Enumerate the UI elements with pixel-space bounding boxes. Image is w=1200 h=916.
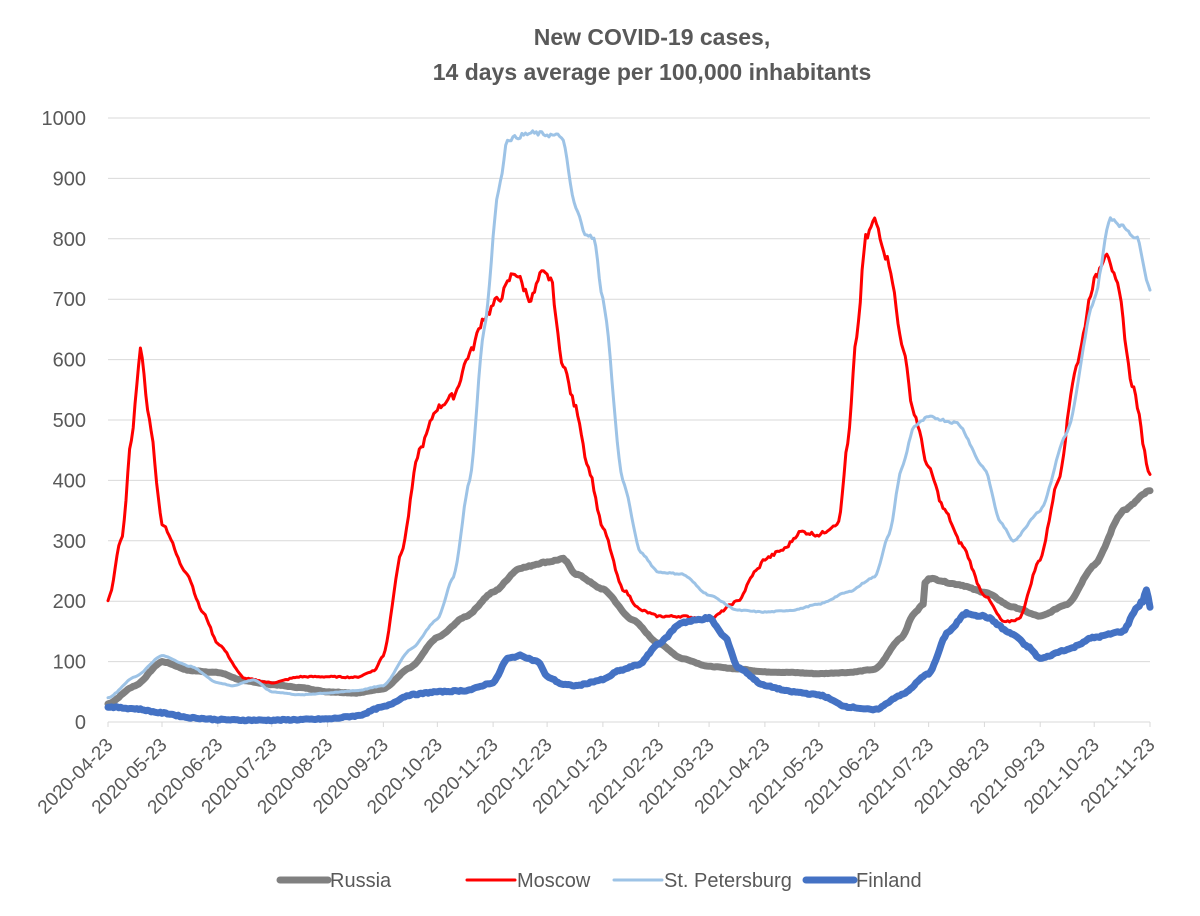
y-axis-ticks: 0 100 200 300 400 500 600 700 800 900 1000 [42, 108, 87, 734]
gridlines [108, 117, 1150, 723]
legend-label: St. Petersburg [664, 870, 792, 892]
x-axis-ticks: 2020-04-232020-05-232020-06-232020-07-23… [34, 722, 1160, 818]
legend-label: Russia [330, 870, 392, 892]
y-tick-label: 300 [53, 531, 86, 553]
legend-label: Finland [856, 870, 922, 892]
series-line-st-petersburg [106, 129, 1152, 700]
legend-label: Moscow [517, 870, 591, 892]
chart-title-line-1: New COVID-19 cases, [534, 24, 771, 50]
legend: Russia Moscow St. Petersburg Finland [276, 870, 922, 892]
y-tick-label: 900 [53, 168, 86, 190]
y-tick-label: 0 [75, 712, 86, 734]
y-tick-label: 500 [53, 410, 86, 432]
y-tick-label: 400 [53, 470, 86, 492]
series-line-finland [104, 586, 1154, 725]
chart-title-line-2: 14 days average per 100,000 inhabitants [433, 59, 872, 85]
series-lines [104, 129, 1154, 725]
y-tick-label: 1000 [42, 108, 87, 130]
y-tick-label: 700 [53, 289, 86, 311]
series-line-russia [104, 487, 1154, 708]
y-tick-label: 800 [53, 229, 86, 251]
y-tick-label: 100 [53, 652, 86, 674]
y-tick-label: 200 [53, 591, 86, 613]
y-tick-label: 600 [53, 350, 86, 372]
series-line-moscow [106, 216, 1152, 685]
